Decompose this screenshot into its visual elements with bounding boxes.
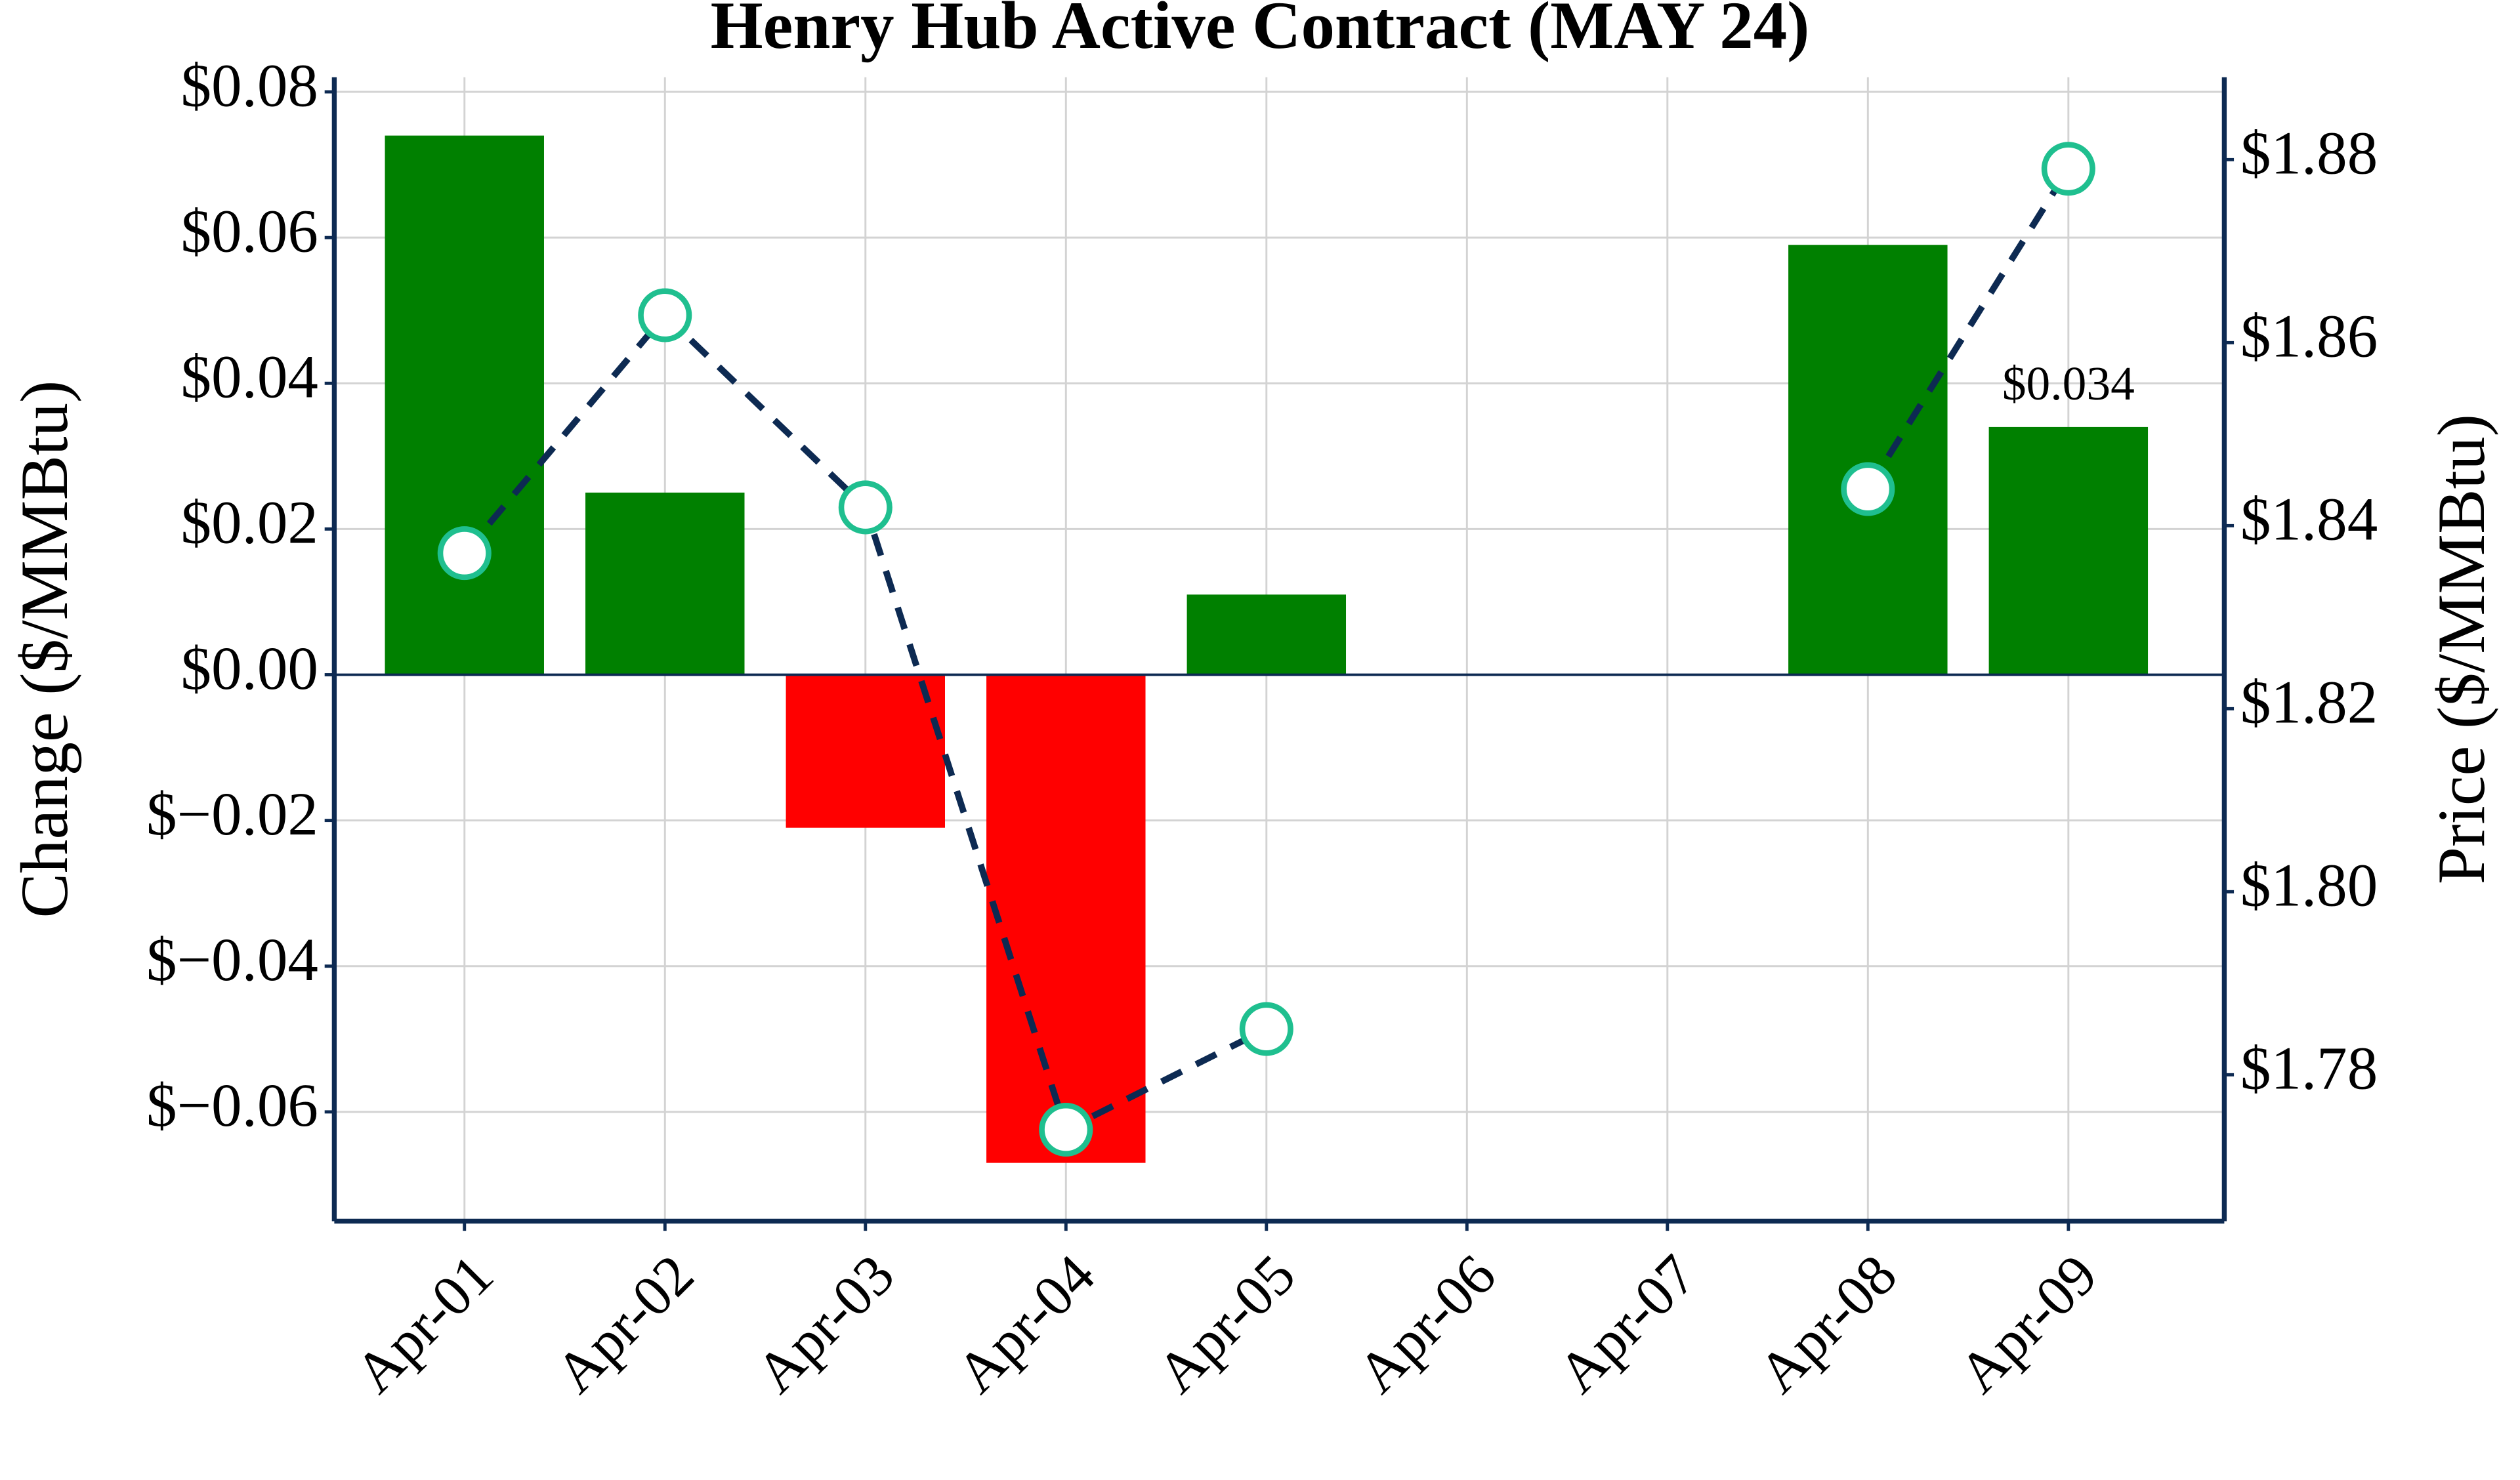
chart-title: Henry Hub Active Contract (MAY 24) bbox=[711, 0, 1810, 63]
bar bbox=[786, 674, 945, 828]
y-tick-label: $0.02 bbox=[181, 489, 318, 557]
price-marker bbox=[1841, 462, 1895, 516]
y2-tick-label: $1.80 bbox=[2240, 852, 2378, 920]
y-tick-label: $−0.06 bbox=[146, 1072, 318, 1140]
y2-axis-label: Price ($/MMBtu) bbox=[2424, 414, 2499, 884]
value-label: $0.034 bbox=[2002, 357, 2135, 410]
bar bbox=[986, 674, 1146, 1163]
price-marker bbox=[1239, 1002, 1293, 1056]
y-axis-label: Change ($/MMBtu) bbox=[7, 380, 82, 918]
price-marker bbox=[2041, 142, 2095, 196]
y-tick-label: $0.08 bbox=[181, 52, 318, 119]
bar bbox=[1788, 245, 1948, 675]
x-tick-label: Apr-04 bbox=[944, 1243, 1107, 1405]
bar bbox=[1988, 426, 2149, 675]
x-tick-label: Apr-06 bbox=[1345, 1243, 1508, 1405]
bar bbox=[385, 135, 544, 675]
x-tick-label: Apr-01 bbox=[343, 1243, 505, 1405]
x-tick-label: Apr-03 bbox=[744, 1243, 906, 1405]
x-tick-label: Apr-09 bbox=[1946, 1243, 2109, 1405]
price-marker bbox=[638, 288, 692, 342]
y-tick-label: $−0.04 bbox=[146, 926, 318, 994]
bar bbox=[585, 492, 745, 675]
price-marker bbox=[1039, 1102, 1093, 1157]
y-tick-label: $0.06 bbox=[181, 197, 318, 265]
y-tick-label: $−0.02 bbox=[146, 781, 318, 848]
y-tick-label: $0.00 bbox=[181, 635, 318, 703]
x-tick-label: Apr-02 bbox=[543, 1243, 706, 1405]
y-tick-label: $0.04 bbox=[181, 344, 318, 411]
x-tick-label: Apr-08 bbox=[1746, 1243, 1909, 1405]
y2-tick-label: $1.82 bbox=[2240, 669, 2378, 737]
y2-tick-label: $1.86 bbox=[2240, 303, 2378, 371]
bar bbox=[1186, 594, 1347, 675]
y2-tick-label: $1.84 bbox=[2240, 486, 2378, 554]
price-marker bbox=[437, 526, 492, 581]
x-tick-label: Apr-05 bbox=[1144, 1243, 1307, 1405]
x-tick-label: Apr-07 bbox=[1545, 1243, 1708, 1405]
y2-tick-label: $1.78 bbox=[2240, 1035, 2378, 1103]
y2-tick-label: $1.88 bbox=[2240, 120, 2378, 188]
price-marker bbox=[838, 480, 892, 535]
